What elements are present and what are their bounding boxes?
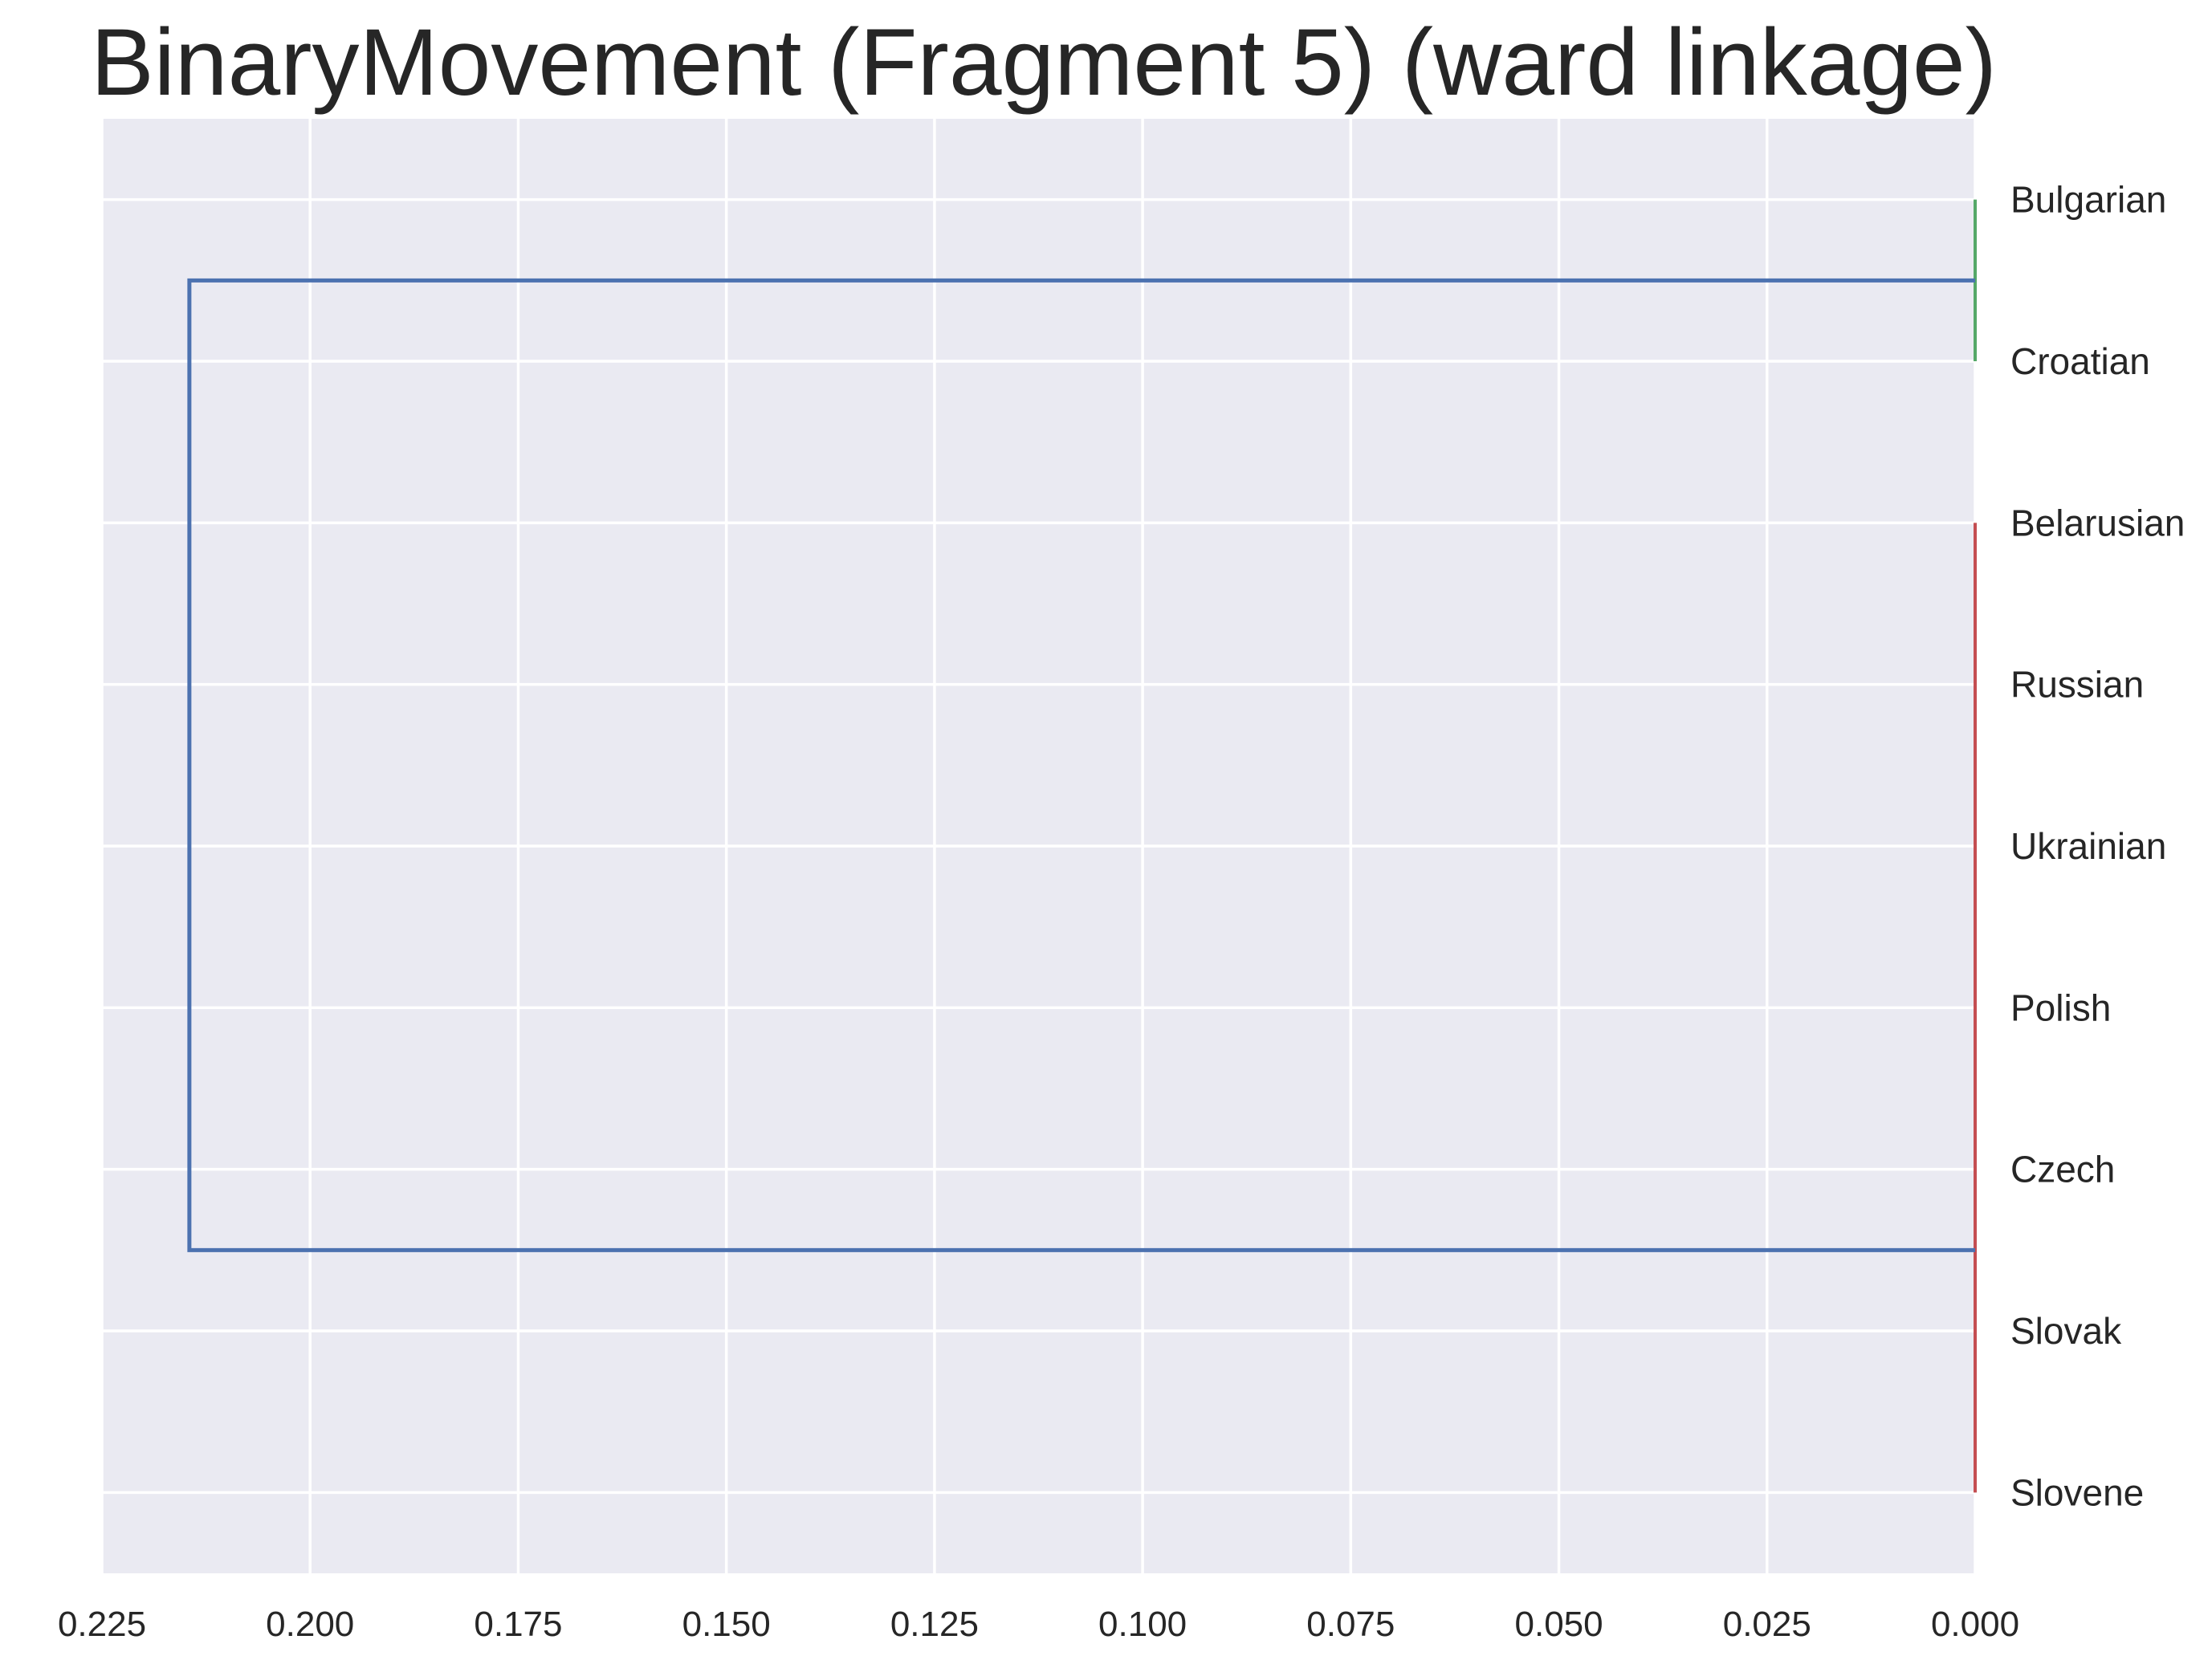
dendrogram-links — [187, 199, 1977, 1493]
x-tick-label: 0.050 — [1515, 1605, 1603, 1644]
x-tick-label: 0.000 — [1931, 1605, 2019, 1644]
leaf-label: Slovene — [2010, 1471, 2144, 1513]
grid-lines — [100, 119, 1977, 1573]
x-tick-label: 0.100 — [1098, 1605, 1187, 1644]
leaf-label: Polish — [2010, 987, 2111, 1028]
x-tick-label: 0.175 — [474, 1605, 562, 1644]
x-tick-labels: 0.225 0.200 0.175 0.150 0.125 0.100 0.075 0.050… — [58, 1605, 2019, 1644]
leaf-label: Slovak — [2010, 1310, 2122, 1352]
x-tick-label: 0.225 — [58, 1605, 146, 1644]
leaf-label: Croatian — [2010, 340, 2150, 382]
leaf-label: Russian — [2010, 664, 2144, 706]
x-tick-label: 0.200 — [266, 1605, 354, 1644]
x-tick-label: 0.025 — [1723, 1605, 1811, 1644]
leaf-labels: Bulgarian Croatian Belarusian Russian Ukrain… — [2010, 179, 2185, 1514]
x-tick-label: 0.150 — [682, 1605, 771, 1644]
leaf-label: Ukrainian — [2010, 825, 2166, 867]
chart-title: BinaryMovement (Fragment 5) (ward linkag… — [91, 10, 1997, 116]
leaf-label: Bulgarian — [2010, 179, 2166, 221]
root-link — [187, 278, 1975, 1252]
leaf-label: Czech — [2010, 1149, 2115, 1190]
x-tick-label: 0.125 — [890, 1605, 979, 1644]
x-tick-label: 0.075 — [1306, 1605, 1395, 1644]
leaf-label: Belarusian — [2010, 502, 2185, 543]
